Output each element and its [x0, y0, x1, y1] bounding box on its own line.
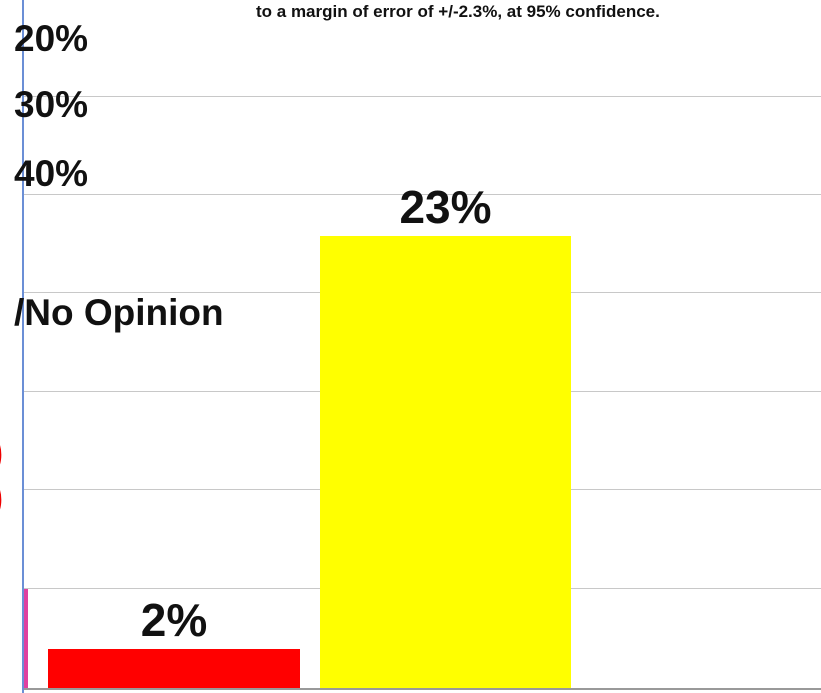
chart-baseline	[24, 688, 821, 690]
bar-value-label: 2%	[140, 593, 208, 646]
header-note: to a margin of error of +/-2.3%, at 95% …	[256, 2, 660, 21]
axis-line	[22, 0, 24, 693]
bar-1	[48, 648, 300, 688]
bar-value-label: 23%	[399, 181, 492, 234]
gridline	[24, 96, 821, 97]
cropped-red-text: )	[0, 430, 3, 475]
bar-2	[320, 236, 571, 688]
left-label-20: 20%	[14, 18, 89, 59]
left-label-30: 30%	[14, 84, 89, 125]
gridline	[24, 194, 821, 195]
cropped-red-text: )	[0, 475, 3, 520]
accent-bar	[24, 589, 28, 688]
category-label: /No Opinion	[14, 292, 224, 333]
left-label-40: 40%	[14, 153, 89, 194]
